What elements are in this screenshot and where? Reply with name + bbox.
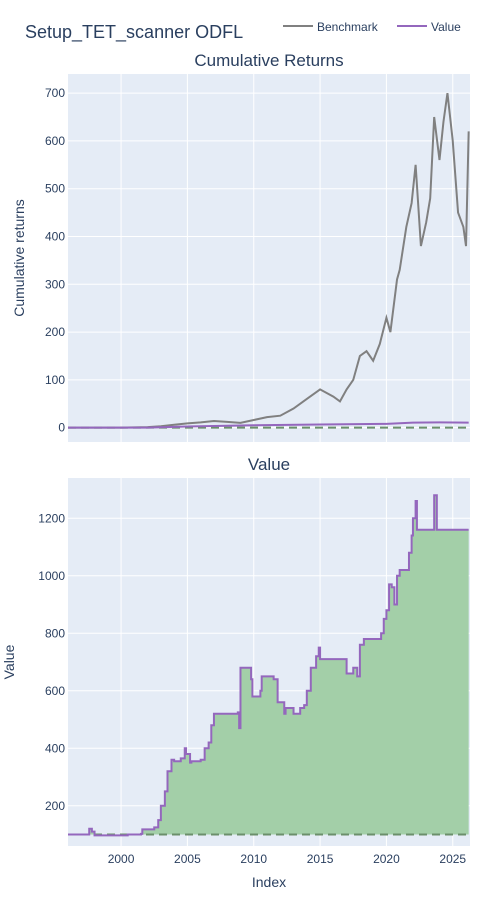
x-tick-label: 2025 <box>439 852 466 866</box>
y-tick-label: 300 <box>45 277 65 291</box>
legend[interactable]: Benchmark Value <box>283 20 461 34</box>
y-tick-label: 500 <box>45 182 65 196</box>
cumulative-returns-panel[interactable]: 0 100 200 300 400 500 600 700 Cumulative Returns… <box>11 51 470 442</box>
panel-title: Value <box>248 455 290 474</box>
benchmark-line[interactable] <box>68 92 470 429</box>
y-tick-label: 0 <box>58 421 65 435</box>
plot-content <box>68 92 470 429</box>
y-axis-title: Value <box>1 644 17 679</box>
x-tick-label: 2020 <box>373 852 400 866</box>
legend-benchmark-label[interactable]: Benchmark <box>317 20 379 34</box>
x-tick-label: 2010 <box>240 852 267 866</box>
y-tick-label: 1000 <box>38 569 65 583</box>
x-tick-label: 2015 <box>307 852 334 866</box>
y-tick-label: 200 <box>45 325 65 339</box>
value-line[interactable] <box>68 421 469 429</box>
y-axis-title: Cumulative returns <box>11 199 27 317</box>
legend-value-label[interactable]: Value <box>431 20 461 34</box>
x-axis-title: Index <box>252 874 286 890</box>
value-panel[interactable]: 2000 2005 2010 2015 2020 2025 200 400 600 800 1000… <box>1 455 470 866</box>
value-area-fill <box>68 495 469 836</box>
y-tick-label: 100 <box>45 373 65 387</box>
x-tick-label: 2005 <box>174 852 201 866</box>
y-tick-label: 400 <box>45 229 65 243</box>
y-tick-label: 200 <box>45 799 65 813</box>
x-tick-label: 2000 <box>108 852 135 866</box>
panel-title: Cumulative Returns <box>194 51 343 70</box>
y-tick-label: 400 <box>45 741 65 755</box>
plot-content <box>68 494 470 837</box>
y-tick-label: 1200 <box>38 511 65 525</box>
y-tick-label: 800 <box>45 626 65 640</box>
figure-title: Setup_TET_scanner ODFL <box>25 22 243 43</box>
y-tick-label: 600 <box>45 134 65 148</box>
y-tick-label: 700 <box>45 86 65 100</box>
value-line[interactable] <box>68 494 469 837</box>
plot-area[interactable] <box>68 74 470 442</box>
y-tick-label: 600 <box>45 684 65 698</box>
